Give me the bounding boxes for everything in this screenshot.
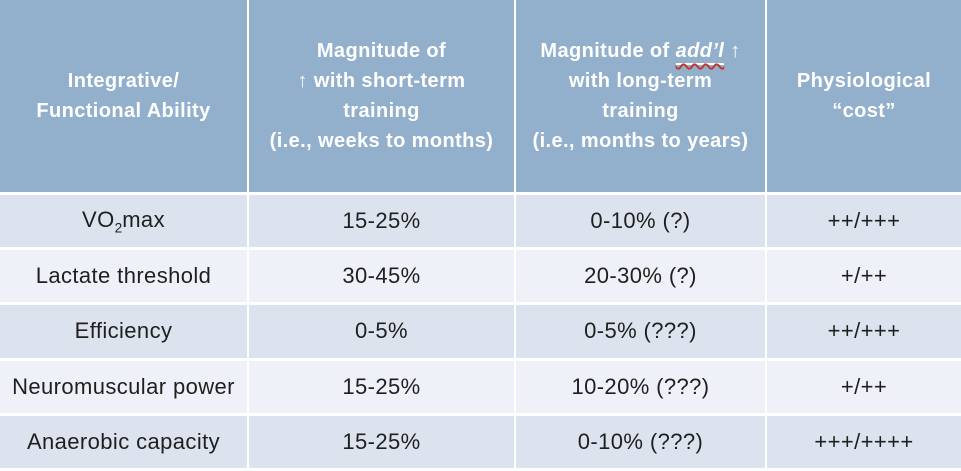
table-row-neuromuscular-power: Neuromuscular power 15-25% 10-20% (???) … [0,360,961,416]
header-long-term-prefix: Magnitude of [540,40,676,62]
header-row: Integrative/ Functional Ability Magnitud… [0,0,961,195]
cell-long-term: 0-10% (???) [516,415,767,471]
vo2max-label-suffix: max [122,206,165,232]
table-body: VO2max 15-25% 0-10% (?) ++/+++ Lactate t… [0,195,961,471]
header-long-term: Magnitude of add’l ↑ with long-term trai… [516,0,767,195]
cell-ability: Neuromuscular power [0,360,249,416]
cell-ability: VO2max [0,195,249,251]
cell-cost: +/++ [767,360,961,416]
header-long-term-suffix: ↑ with long-term training (i.e., months … [532,40,749,152]
header-long-term-addl-underlined: add’l [675,40,725,65]
cell-long-term: 0-5% (???) [516,305,767,361]
spellcheck-squiggle-text: add’l [675,40,725,62]
cell-short-term: 15-25% [249,415,516,471]
vo2max-subscript: 2 [114,220,123,236]
header-ability: Integrative/ Functional Ability [0,0,249,195]
cell-short-term: 30-45% [249,250,516,306]
cell-long-term: 10-20% (???) [516,360,767,416]
cell-long-term: 0-10% (?) [516,195,767,251]
table-row-lactate-threshold: Lactate threshold 30-45% 20-30% (?) +/++ [0,250,961,306]
cell-short-term: 0-5% [249,305,516,361]
table-row-efficiency: Efficiency 0-5% 0-5% (???) ++/+++ [0,305,961,361]
cell-ability: Efficiency [0,305,249,361]
table-row-anaerobic-capacity: Anaerobic capacity 15-25% 0-10% (???) ++… [0,415,961,471]
cell-ability: Lactate threshold [0,250,249,306]
cell-cost: +++/++++ [767,415,961,471]
header-physiological-cost: Physiological “cost” [767,0,961,195]
cell-ability: Anaerobic capacity [0,415,249,471]
cell-short-term: 15-25% [249,360,516,416]
table-row-vo2max: VO2max 15-25% 0-10% (?) ++/+++ [0,195,961,251]
table-header: Integrative/ Functional Ability Magnitud… [0,0,961,195]
cell-long-term: 20-30% (?) [516,250,767,306]
cell-cost: +/++ [767,250,961,306]
cell-short-term: 15-25% [249,195,516,251]
header-short-term: Magnitude of ↑ with short-term training … [249,0,516,195]
vo2max-label-prefix: VO [82,206,115,232]
cell-cost: ++/+++ [767,305,961,361]
cell-cost: ++/+++ [767,195,961,251]
